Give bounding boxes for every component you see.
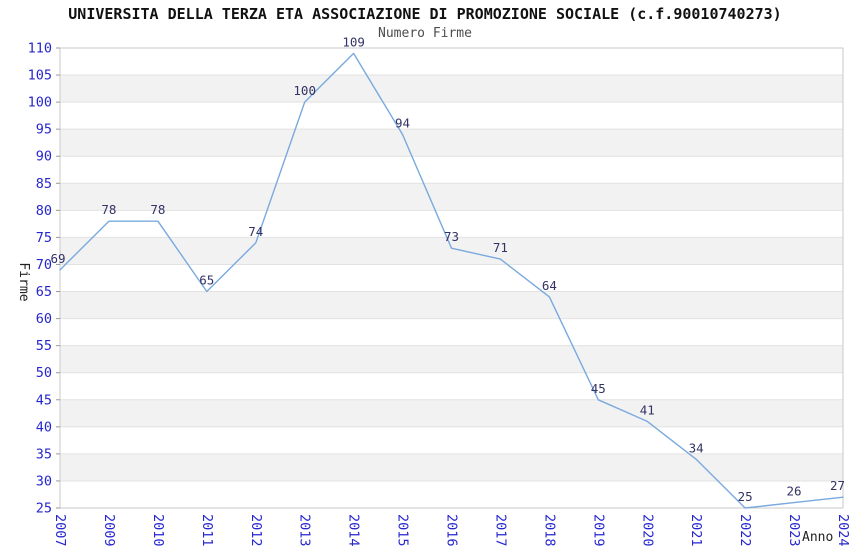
y-tick-label: 45 xyxy=(36,392,52,408)
y-tick-label: 35 xyxy=(36,446,52,462)
x-tick-label: 2013 xyxy=(297,514,313,547)
plot-band xyxy=(60,291,843,319)
data-point-label: 100 xyxy=(293,83,316,98)
y-tick-label: 25 xyxy=(36,501,52,517)
x-tick-label: 2022 xyxy=(737,514,753,547)
trend-line xyxy=(59,52,844,509)
y-tick-label: 50 xyxy=(36,365,52,381)
y-tick-label: 70 xyxy=(36,257,52,273)
x-tick-label: 2010 xyxy=(150,514,166,547)
data-point-label: 41 xyxy=(640,402,655,417)
data-point-label: 25 xyxy=(738,489,753,504)
chart-subtitle: Numero Firme xyxy=(378,26,472,41)
x-tick-label: 2011 xyxy=(199,514,215,547)
plot-band xyxy=(60,480,843,508)
plot-band xyxy=(60,75,843,103)
x-tick-label: 2012 xyxy=(248,514,264,547)
y-tick-label: 60 xyxy=(36,311,52,327)
y-tick-label: 95 xyxy=(36,122,52,138)
data-point-label: 45 xyxy=(591,381,606,396)
y-tick-label: 80 xyxy=(36,203,52,219)
data-point-label: 65 xyxy=(199,273,214,288)
y-tick-label: 85 xyxy=(36,176,52,192)
plot-band xyxy=(60,48,843,76)
x-tick-label: 2014 xyxy=(346,514,362,547)
plot-band xyxy=(60,264,843,292)
y-tick-label: 100 xyxy=(28,95,52,111)
plot-band xyxy=(60,156,843,184)
y-tick-label: 105 xyxy=(28,68,52,84)
plot-band xyxy=(60,399,843,427)
y-tick-label: 75 xyxy=(36,230,52,246)
plot-band xyxy=(60,129,843,157)
y-tick-label: 110 xyxy=(28,41,52,57)
x-tick-label: 2007 xyxy=(52,514,68,547)
plot-band xyxy=(60,345,843,373)
x-tick-label: 2023 xyxy=(786,514,802,547)
data-point-label: 27 xyxy=(830,478,845,493)
plot-band xyxy=(60,102,843,130)
plot-band xyxy=(60,210,843,238)
x-axis-title: Anno xyxy=(802,530,834,545)
data-point-label: 64 xyxy=(542,278,557,293)
y-tick-label: 55 xyxy=(36,338,52,354)
data-point-label: 69 xyxy=(50,251,65,266)
plot-band xyxy=(60,372,843,400)
data-point-label: 71 xyxy=(493,240,508,255)
x-tick-label: 2021 xyxy=(688,514,704,547)
data-point-label: 109 xyxy=(342,34,365,49)
x-tick-label: 2019 xyxy=(590,514,606,547)
data-point-label: 34 xyxy=(689,440,704,455)
x-tick-label: 2024 xyxy=(835,514,850,547)
y-tick-label: 65 xyxy=(36,284,52,300)
data-point-label: 74 xyxy=(248,224,263,239)
data-point-label: 73 xyxy=(444,229,459,244)
plot-band xyxy=(60,318,843,346)
x-tick-label: 2015 xyxy=(395,514,411,547)
chart-title: UNIVERSITA DELLA TERZA ETA ASSOCIAZIONE … xyxy=(68,5,782,23)
data-point-label: 94 xyxy=(395,116,410,131)
x-tick-label: 2009 xyxy=(101,514,117,547)
plot-border xyxy=(59,47,844,509)
data-point-label: 78 xyxy=(101,202,116,217)
data-point-label: 78 xyxy=(150,202,165,217)
plot-band xyxy=(60,183,843,211)
x-tick-label: 2017 xyxy=(492,514,508,547)
x-tick-label: 2016 xyxy=(444,514,460,547)
x-tick-label: 2020 xyxy=(639,514,655,547)
x-tick-label: 2018 xyxy=(541,514,557,547)
plot-band xyxy=(60,237,843,265)
y-tick-label: 40 xyxy=(36,419,52,435)
plot-band xyxy=(60,426,843,454)
y-tick-label: 90 xyxy=(36,149,52,165)
y-tick-label: 30 xyxy=(36,473,52,489)
plot-band xyxy=(60,453,843,481)
data-point-label: 26 xyxy=(787,484,802,499)
